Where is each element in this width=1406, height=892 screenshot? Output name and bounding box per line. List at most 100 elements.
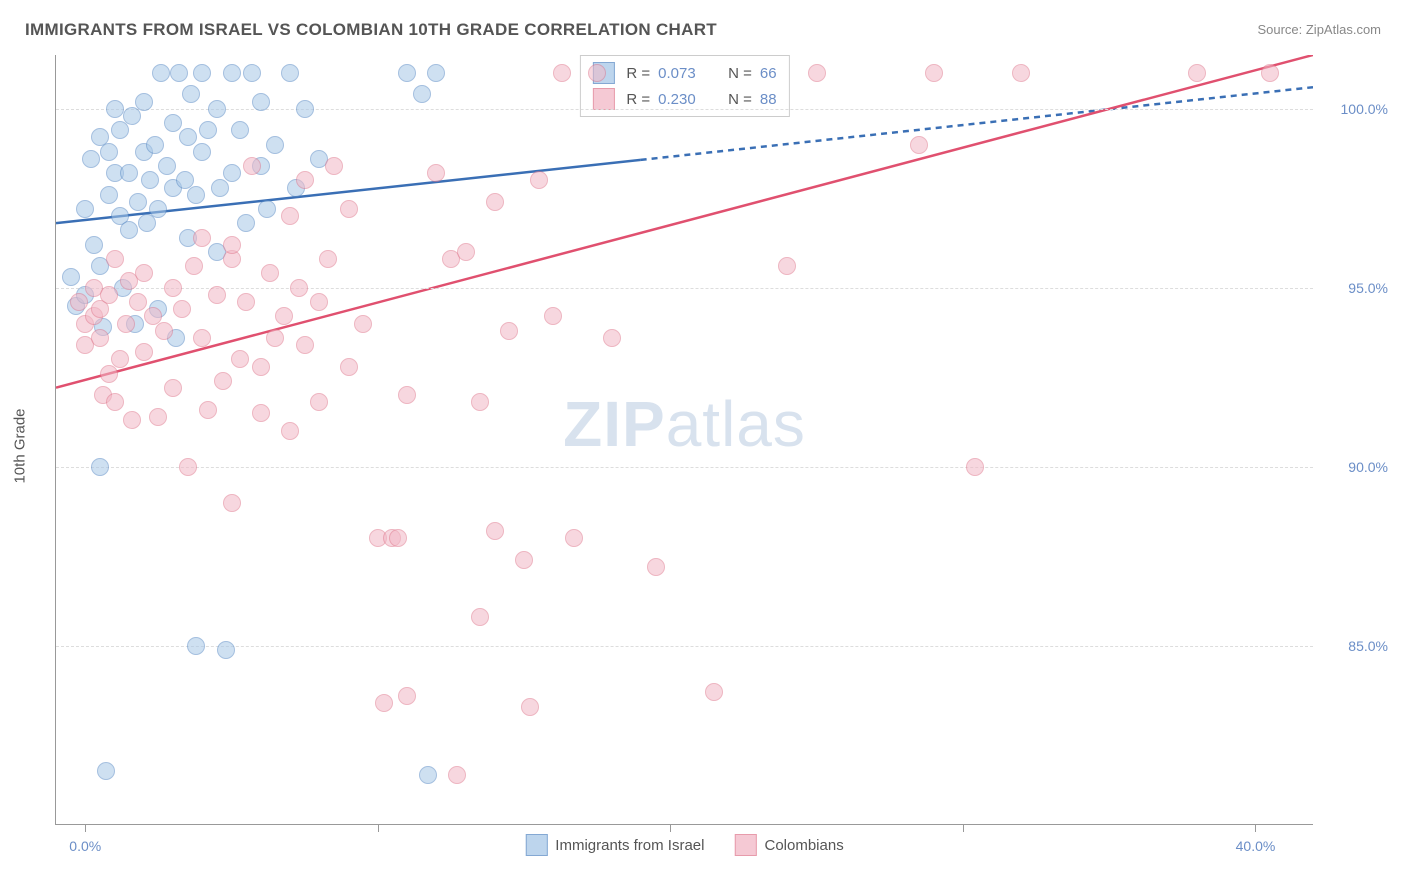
scatter-point [1012,64,1030,82]
scatter-point [135,343,153,361]
scatter-point [193,143,211,161]
x-tick [670,824,671,832]
scatter-point [146,136,164,154]
scatter-point [588,64,606,82]
x-tick [85,824,86,832]
scatter-point [808,64,826,82]
scatter-point [164,379,182,397]
scatter-point [966,458,984,476]
scatter-point [214,372,232,390]
scatter-point [243,64,261,82]
plot-area: ZIPatlas R =0.073N =66R =0.230N =88 Immi… [55,55,1313,825]
scatter-point [211,179,229,197]
scatter-point [208,286,226,304]
legend-label: Immigrants from Israel [555,837,704,854]
scatter-point [185,257,203,275]
scatter-point [111,121,129,139]
scatter-point [111,350,129,368]
scatter-point [123,411,141,429]
scatter-point [231,121,249,139]
scatter-point [398,64,416,82]
scatter-point [100,365,118,383]
scatter-point [164,114,182,132]
grid-line [56,288,1313,289]
scatter-point [515,551,533,569]
scatter-point [471,393,489,411]
scatter-point [152,64,170,82]
x-tick [1255,824,1256,832]
scatter-point [237,214,255,232]
r-label: R = [626,65,650,82]
scatter-point [565,529,583,547]
n-label: N = [728,91,752,108]
x-tick-label: 40.0% [1236,838,1276,854]
chart-title: IMMIGRANTS FROM ISRAEL VS COLOMBIAN 10TH… [25,20,717,40]
scatter-point [310,293,328,311]
y-tick-label: 85.0% [1328,638,1388,654]
scatter-point [91,458,109,476]
scatter-point [85,236,103,254]
watermark: ZIPatlas [563,387,806,461]
scatter-point [208,100,226,118]
y-tick-label: 90.0% [1328,459,1388,475]
r-label: R = [626,91,650,108]
scatter-point [193,329,211,347]
n-value: 66 [760,65,777,82]
scatter-point [296,100,314,118]
scatter-point [398,687,416,705]
legend-row: R =0.073N =66 [592,62,776,84]
grid-line [56,467,1313,468]
scatter-point [223,494,241,512]
legend-label: Colombians [764,837,843,854]
scatter-point [471,608,489,626]
scatter-point [925,64,943,82]
scatter-point [530,171,548,189]
scatter-point [100,143,118,161]
scatter-point [164,279,182,297]
scatter-point [223,236,241,254]
x-tick-label: 0.0% [69,838,101,854]
scatter-point [252,404,270,422]
scatter-point [123,107,141,125]
n-value: 88 [760,91,777,108]
scatter-point [129,193,147,211]
scatter-point [281,422,299,440]
legend-swatch [525,834,547,856]
legend-swatch [592,88,614,110]
r-value: 0.073 [658,65,708,82]
scatter-point [179,128,197,146]
scatter-point [261,264,279,282]
scatter-point [375,694,393,712]
legend-item: Immigrants from Israel [525,834,704,856]
scatter-point [182,85,200,103]
scatter-point [97,762,115,780]
scatter-point [281,64,299,82]
scatter-point [448,766,466,784]
legend-row: R =0.230N =88 [592,88,776,110]
scatter-point [413,85,431,103]
scatter-point [319,250,337,268]
scatter-point [910,136,928,154]
scatter-point [193,229,211,247]
scatter-point [135,264,153,282]
scatter-point [521,698,539,716]
scatter-point [76,200,94,218]
scatter-point [354,315,372,333]
scatter-point [340,200,358,218]
scatter-point [500,322,518,340]
scatter-point [70,293,88,311]
scatter-point [486,193,504,211]
scatter-point [106,100,124,118]
scatter-point [243,157,261,175]
scatter-point [275,307,293,325]
scatter-point [155,322,173,340]
scatter-point [544,307,562,325]
scatter-point [266,329,284,347]
scatter-point [62,268,80,286]
y-tick-label: 95.0% [1328,280,1388,296]
scatter-point [135,93,153,111]
scatter-point [427,164,445,182]
scatter-point [82,150,100,168]
scatter-point [120,221,138,239]
source-label: Source: ZipAtlas.com [1257,22,1381,37]
